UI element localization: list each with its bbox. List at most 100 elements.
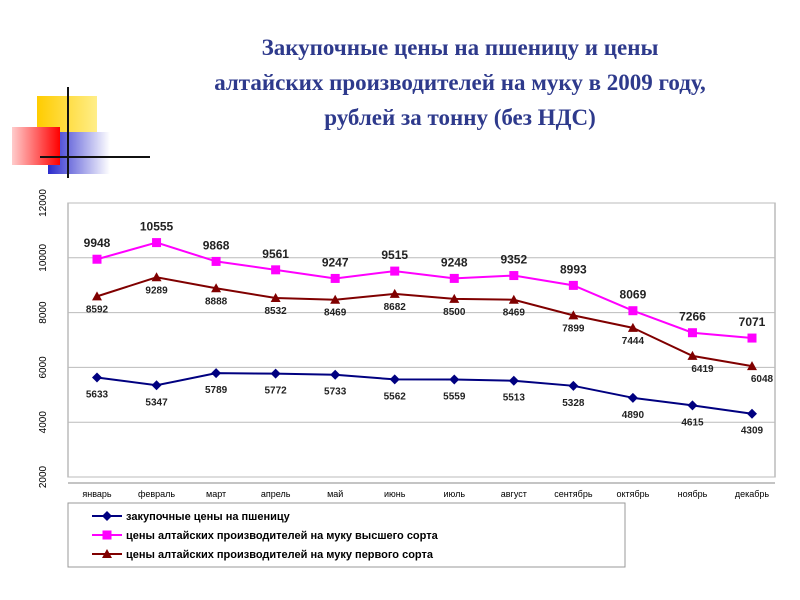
data-label: 6048: [751, 374, 774, 385]
data-label: 8592: [86, 304, 109, 315]
data-label: 8532: [265, 306, 288, 317]
data-point: [627, 322, 638, 332]
x-tick-label: июль: [444, 489, 466, 499]
data-point: [270, 368, 281, 379]
decorative-squares-logo: [12, 87, 150, 178]
legend-marker: [102, 530, 112, 540]
x-tick-label: август: [501, 489, 527, 499]
data-label: 9561: [262, 247, 289, 261]
data-point: [747, 361, 757, 371]
legend-marker: [102, 511, 112, 521]
data-point: [568, 310, 579, 320]
data-point: [747, 333, 757, 343]
data-label: 8682: [384, 302, 407, 313]
data-point: [390, 266, 400, 276]
y-tick-label: 8000: [38, 301, 49, 324]
data-label: 9247: [322, 255, 349, 269]
slide-title: Закупочные цены на пшеницу и цены алтайс…: [100, 30, 800, 135]
data-label: 7071: [739, 315, 766, 329]
data-point: [330, 294, 341, 304]
data-point: [389, 374, 400, 385]
data-point: [687, 328, 697, 338]
data-point: [211, 256, 221, 266]
series-line: [96, 241, 753, 340]
legend-label: цены алтайских производителей на муку пе…: [126, 549, 434, 561]
data-label: 5789: [205, 385, 228, 396]
data-label: 4309: [741, 426, 764, 437]
data-point: [747, 408, 757, 419]
data-label: 7899: [562, 323, 585, 334]
x-tick-label: октябрь: [616, 489, 649, 499]
y-tick-label: 4000: [38, 411, 49, 434]
x-tick-label: апрель: [261, 489, 291, 499]
data-point: [509, 271, 519, 281]
data-label: 5347: [145, 397, 168, 408]
x-tick-label: март: [206, 489, 226, 499]
legend-box: [67, 502, 626, 568]
data-label: 5772: [265, 386, 288, 397]
data-label: 9289: [145, 285, 168, 296]
data-label: 9352: [500, 253, 527, 267]
data-label: 5633: [86, 389, 109, 400]
legend-label: цены алтайских производителей на муку вы…: [126, 530, 439, 542]
data-point: [568, 280, 578, 290]
legend-marker: [102, 549, 112, 558]
legend-label: закупочные цены на пшеницу: [126, 511, 291, 523]
data-point: [92, 291, 102, 301]
x-tick-label: январь: [82, 489, 112, 499]
data-point: [152, 238, 162, 248]
title-line: алтайских производителей на муку в 2009 …: [214, 70, 706, 95]
data-label: 5328: [562, 398, 585, 409]
data-point: [687, 350, 698, 360]
x-tick-label: июнь: [384, 489, 406, 499]
y-tick-label: 12000: [38, 189, 49, 217]
data-label: 8069: [620, 288, 647, 302]
data-point: [449, 293, 460, 303]
data-label: 9868: [203, 238, 230, 252]
data-point: [211, 368, 222, 379]
data-label: 6419: [691, 364, 714, 375]
x-tick-label: февраль: [138, 489, 175, 499]
data-label: 5513: [503, 393, 526, 404]
data-label: 9515: [381, 248, 408, 262]
data-label: 9248: [441, 255, 468, 269]
y-tick-label: 2000: [38, 465, 49, 488]
x-tick-label: декабрь: [735, 489, 770, 499]
x-tick-label: май: [327, 489, 343, 499]
series-line: [96, 372, 753, 415]
data-point: [330, 273, 340, 283]
data-point: [508, 375, 519, 386]
data-label: 7444: [622, 336, 645, 347]
x-tick-label: ноябрь: [678, 489, 708, 499]
data-point: [627, 392, 638, 403]
data-point: [389, 288, 400, 298]
data-label: 8469: [503, 308, 526, 319]
data-point: [211, 283, 222, 293]
data-label: 5562: [384, 391, 407, 402]
data-label: 8888: [205, 296, 228, 307]
data-point: [151, 380, 162, 391]
data-point: [151, 272, 162, 282]
y-tick-label: 10000: [38, 243, 49, 271]
data-point: [271, 265, 281, 275]
data-point: [568, 380, 579, 391]
data-point: [628, 306, 638, 316]
data-point: [449, 374, 460, 385]
y-tick-label: 6000: [38, 356, 49, 379]
plot-area: [67, 202, 776, 478]
data-point: [449, 273, 459, 283]
data-point: [330, 369, 341, 380]
title-line: Закупочные цены на пшеницу и цены: [261, 35, 659, 60]
title-line: рублей за тонну (без НДС): [324, 105, 596, 130]
series-line: [96, 276, 753, 368]
x-tick-label: сентябрь: [554, 489, 593, 499]
data-label: 8993: [560, 262, 587, 276]
data-label: 8500: [443, 307, 466, 318]
data-label: 5559: [443, 391, 466, 402]
data-label: 9948: [84, 236, 111, 250]
data-point: [92, 254, 102, 264]
data-point: [508, 294, 519, 304]
data-label: 4890: [622, 410, 645, 421]
data-point: [92, 372, 102, 383]
